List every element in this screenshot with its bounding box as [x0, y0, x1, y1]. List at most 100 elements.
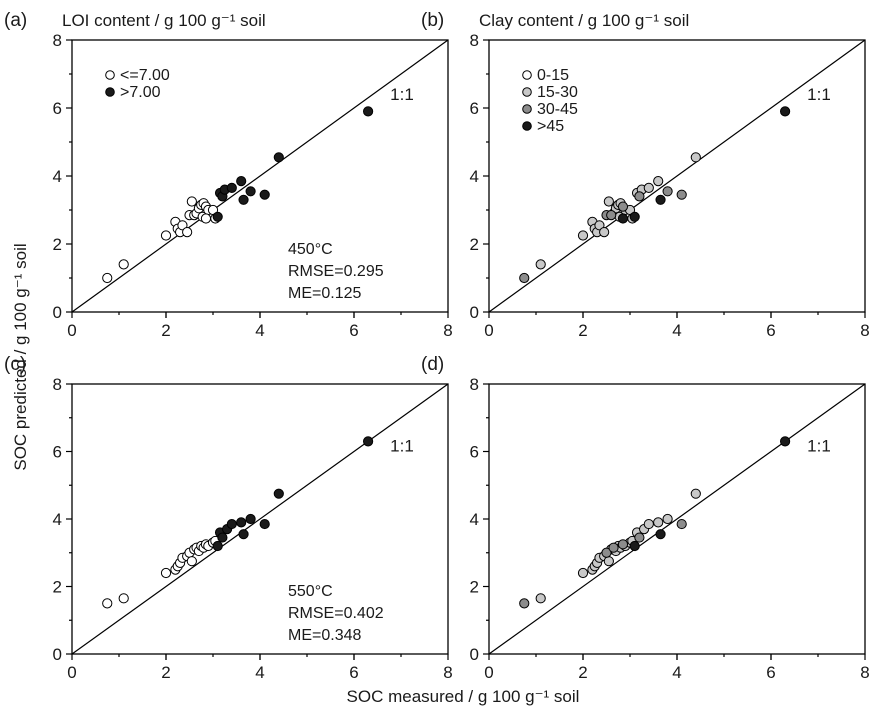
- y-tick-label-a: 6: [53, 99, 62, 118]
- x-tick-label-a: 2: [161, 321, 170, 340]
- y-tick-label-c: 0: [53, 645, 62, 664]
- data-point-c-series-0: [102, 598, 113, 609]
- data-point-b-series-1: [606, 210, 617, 221]
- data-point-a-series-0: [182, 227, 193, 238]
- data-point-c-series-1: [363, 436, 374, 447]
- x-tick-label-d: 4: [672, 663, 681, 682]
- data-point-d-series-1: [601, 547, 612, 558]
- data-point-c-series-1: [212, 540, 223, 552]
- data-point-b-series-0: [577, 230, 589, 241]
- data-point-d-series-1: [608, 542, 619, 553]
- data-point-b-series-0: [535, 259, 546, 270]
- panel-title-a: LOI content / g 100 g⁻¹ soil: [62, 11, 266, 30]
- data-point-a-series-1: [259, 189, 270, 200]
- data-point-d-series-0: [690, 488, 701, 499]
- data-point-d-series-0: [662, 513, 673, 525]
- annotation-line-c: ME=0.348: [288, 627, 361, 644]
- x-tick-label-c: 0: [67, 663, 76, 682]
- data-point-d-series-0: [643, 518, 654, 530]
- data-point-d-series-1: [634, 532, 645, 543]
- reference-label-a: 1:1: [390, 85, 414, 104]
- x-tick-label-b: 6: [766, 321, 775, 340]
- data-point-b-series-1: [676, 189, 687, 200]
- data-point-b-series-0: [690, 152, 701, 163]
- data-point-a-series-0: [118, 259, 129, 270]
- data-point-c-series-0: [118, 593, 129, 604]
- legend-marker-b: [522, 121, 532, 131]
- x-tick-label-c: 6: [349, 663, 358, 682]
- reference-label-d: 1:1: [807, 437, 831, 456]
- x-tick-label-b: 8: [860, 321, 869, 340]
- annotation-line-a: 450°C: [288, 241, 333, 258]
- x-tick-label-b: 4: [672, 321, 681, 340]
- reference-label-c: 1:1: [390, 437, 414, 456]
- data-point-c-series-1: [236, 517, 247, 528]
- x-tick-label-d: 8: [860, 663, 869, 682]
- panel-letter-a: (a): [4, 10, 27, 31]
- y-tick-label-b: 2: [470, 235, 479, 254]
- data-point-d-series-2: [655, 529, 666, 540]
- legend-label-a: <=7.00: [120, 67, 170, 84]
- y-tick-label-d: 2: [470, 578, 479, 597]
- legend-marker-b: [522, 70, 532, 80]
- data-point-a-series-1: [273, 152, 284, 163]
- data-point-c-series-1: [245, 513, 256, 525]
- y-tick-label-a: 0: [53, 303, 62, 322]
- y-tick-label-d: 4: [470, 510, 479, 529]
- reference-label-b: 1:1: [807, 85, 831, 104]
- legend-marker-b: [522, 104, 532, 114]
- x-tick-label-c: 8: [443, 663, 452, 682]
- x-tick-label-d: 2: [578, 663, 587, 682]
- legend-label-b: >45: [537, 118, 564, 135]
- y-tick-label-a: 4: [53, 167, 62, 186]
- x-tick-label-c: 2: [161, 663, 170, 682]
- y-tick-label-c: 6: [53, 443, 62, 462]
- data-point-d-series-1: [519, 598, 530, 609]
- y-tick-label-c: 8: [53, 375, 62, 394]
- data-point-b-series-0: [653, 176, 664, 187]
- data-point-a-series-1: [363, 106, 374, 117]
- legend-marker-a: [105, 87, 115, 97]
- reference-line-d: [488, 383, 866, 655]
- y-tick-label-c: 2: [53, 578, 62, 597]
- data-point-b-series-1: [662, 186, 673, 197]
- data-point-b-series-0: [643, 182, 654, 193]
- data-point-a-series-0: [102, 272, 113, 284]
- data-point-d-series-0: [653, 517, 664, 528]
- x-axis-title: SOC measured / g 100 g⁻¹ soil: [347, 687, 580, 706]
- data-point-a-series-1: [226, 182, 237, 193]
- annotation-line-c: 550°C: [288, 583, 333, 600]
- data-point-d-series-1: [617, 539, 629, 550]
- data-point-d-series-0: [577, 567, 589, 579]
- legend-label-b: 15-30: [537, 84, 578, 101]
- x-tick-label-c: 4: [255, 663, 264, 682]
- data-point-b-series-2: [629, 211, 640, 222]
- data-point-b-series-2: [780, 106, 791, 117]
- y-tick-label-b: 4: [470, 167, 479, 186]
- data-point-b-series-1: [519, 272, 530, 284]
- y-tick-label-b: 6: [470, 99, 479, 118]
- data-point-c-series-0: [160, 567, 172, 579]
- legend-marker-b: [522, 87, 532, 97]
- data-point-a-series-0: [177, 220, 188, 231]
- legend-label-b: 30-45: [537, 101, 578, 118]
- data-point-c-series-1: [259, 518, 270, 530]
- data-point-d-series-0: [535, 593, 546, 604]
- y-tick-label-d: 0: [470, 645, 479, 664]
- data-point-b-series-0: [599, 227, 610, 238]
- panel-letter-c: (c): [4, 354, 26, 375]
- data-point-a-series-1: [238, 194, 249, 205]
- reference-line-a: [71, 39, 449, 313]
- annotation-line-a: RMSE=0.295: [288, 263, 384, 280]
- data-point-a-series-1: [236, 176, 247, 187]
- y-tick-label-b: 8: [470, 31, 479, 50]
- panel-letter-d: (d): [421, 354, 444, 375]
- x-tick-label-a: 4: [255, 321, 264, 340]
- legend-marker-a: [105, 70, 115, 80]
- data-point-b-series-2: [617, 213, 629, 224]
- data-point-d-series-2: [629, 540, 640, 552]
- y-tick-label-a: 8: [53, 31, 62, 50]
- reference-line-b: [488, 39, 866, 313]
